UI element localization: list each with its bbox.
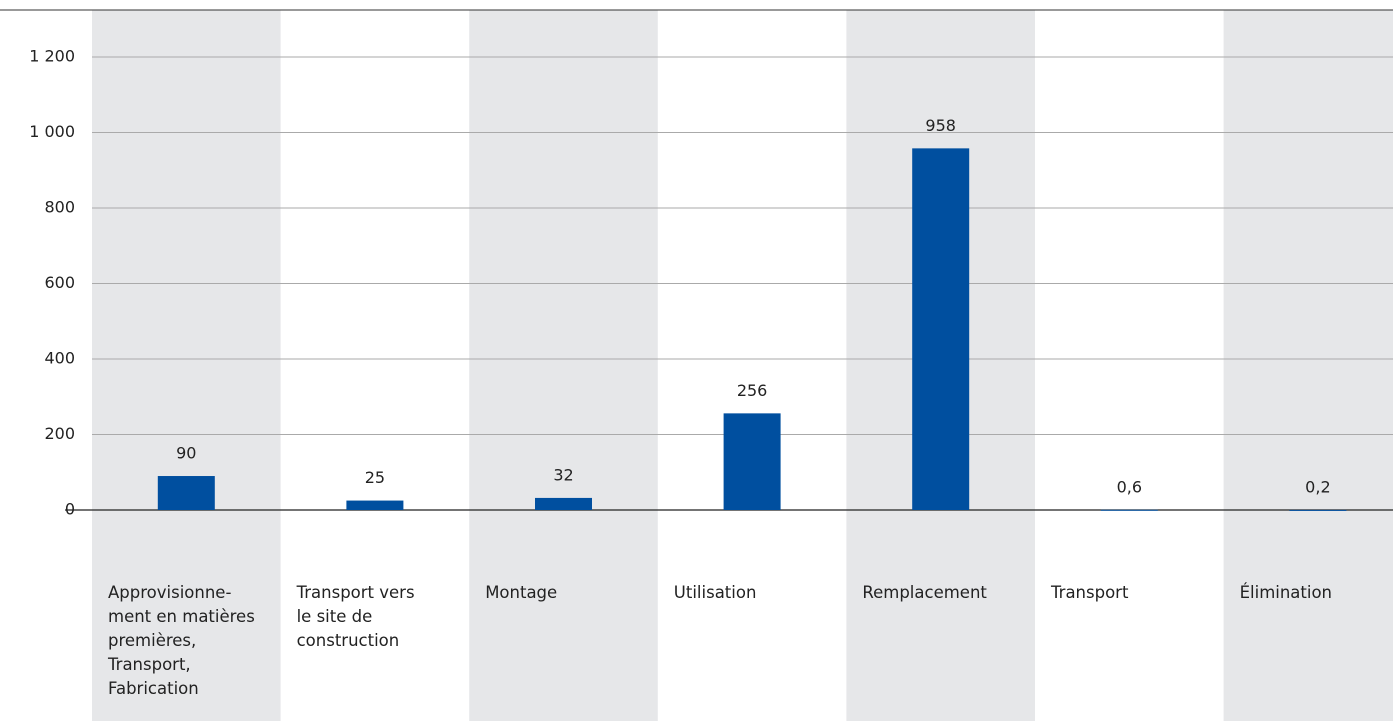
y-tick-label: 200 [44,424,75,443]
bar [157,476,215,510]
value-label: 32 [553,465,573,484]
y-tick-label: 600 [44,273,75,292]
x-tick-label: Approvisionne- ment en matières première… [108,583,255,698]
bar [346,500,404,510]
y-tick-label: 0 [65,500,75,519]
value-label: 0,6 [1117,477,1142,496]
x-tick-label: Remplacement [862,583,987,602]
x-tick-label: Utilisation [673,583,757,602]
value-label: 256 [737,381,768,400]
y-tick-label: 1 200 [29,47,75,66]
bar [1289,509,1347,511]
bar [912,148,970,511]
bar [535,497,592,510]
y-tick-label: 1 000 [29,122,75,141]
column-band [469,10,658,721]
y-tick-label: 800 [44,198,75,217]
y-tick-label: 400 [44,349,75,368]
bar [723,413,781,510]
x-tick-label: Élimination [1239,583,1333,602]
column-band [1223,10,1393,721]
x-tick-label: Transport vers le site de construction [296,583,415,650]
value-label: 0,2 [1305,477,1330,496]
value-label: 958 [925,116,956,135]
x-tick-label: Transport [1051,583,1129,602]
value-label: 90 [176,444,196,463]
bar [1100,509,1158,511]
column-band [92,10,281,721]
value-label: 25 [365,468,385,487]
x-tick-label: Montage [485,583,558,602]
